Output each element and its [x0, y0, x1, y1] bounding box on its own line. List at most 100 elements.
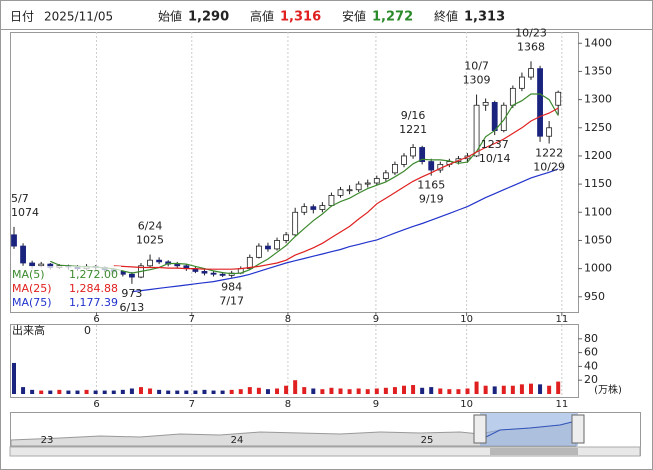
open-label: 始値 [158, 9, 182, 24]
date: 2025/11/05 [44, 10, 113, 24]
annotation-value: 1368 [517, 40, 545, 53]
candle-body [555, 91, 562, 106]
volume-bar [229, 389, 234, 394]
volume-bar [501, 385, 506, 394]
y-tick-label: 80 [584, 332, 598, 345]
volume-bar [284, 385, 289, 394]
x-tick-label: 9 [373, 314, 379, 325]
candle-body [147, 259, 153, 267]
annotation-value: 1309 [463, 74, 491, 87]
candle-body [355, 183, 362, 191]
candle-body [491, 102, 498, 131]
annotation-value: 1025 [136, 234, 164, 247]
volume-bar [184, 390, 189, 394]
volume-bar [48, 390, 53, 394]
volume-bar [66, 390, 71, 394]
volume-bar [102, 390, 107, 394]
volume-bar [411, 385, 416, 394]
ma-legend-bg [11, 266, 121, 310]
volume-bar [311, 388, 316, 394]
candle-body [20, 245, 26, 264]
volume-bar [275, 388, 280, 394]
candle-body [410, 147, 416, 157]
volume-bar [338, 388, 343, 394]
volume-bar [293, 380, 298, 394]
high-value: 1,316 [280, 10, 321, 25]
y-tick-label: 1350 [584, 64, 612, 77]
volume-bar [120, 389, 125, 394]
annotation-date: 10/14 [479, 152, 511, 165]
y-tick-label: 1400 [584, 36, 612, 49]
volume-unit: (万株) [594, 383, 622, 396]
candle-body [292, 211, 299, 236]
candle-body [265, 245, 271, 250]
navigator-label: 23 [41, 435, 54, 446]
volume-bar [166, 390, 171, 394]
candle-body [500, 104, 507, 131]
volume-title: 出来高 [12, 323, 45, 337]
volume-bar [12, 362, 16, 394]
volume-bar [438, 388, 443, 394]
candle-body [373, 178, 380, 184]
candle-body [428, 161, 435, 171]
navigator-handle-left[interactable] [473, 414, 487, 444]
volume-bar [492, 386, 497, 394]
annotation-value: 1165 [417, 179, 445, 192]
volume-bar [474, 381, 479, 394]
annotation-date: 9/16 [401, 109, 426, 122]
volume-bar [383, 387, 388, 394]
volume-bar [148, 388, 153, 394]
candle-body [509, 87, 516, 106]
volume-bar [111, 390, 116, 394]
price-panel [10, 32, 579, 313]
moving-average [131, 168, 559, 293]
date-label: 日付 [10, 10, 34, 24]
volume-bar [483, 385, 488, 394]
candle-body [38, 263, 45, 267]
candle-body [310, 206, 317, 210]
candle-body [156, 259, 163, 263]
candle-body [364, 182, 371, 185]
annotation-value: 1237 [481, 138, 509, 151]
annotation-date: 9/19 [419, 193, 444, 206]
volume-bar [84, 389, 89, 394]
volume-bar [247, 387, 252, 394]
close-value: 1,313 [464, 10, 505, 25]
annotation-date: 5/7 [11, 192, 29, 205]
annotation-value: 1074 [11, 206, 39, 219]
navigator-handle-right[interactable] [571, 414, 585, 444]
volume-bar [519, 384, 524, 394]
candle-body [274, 240, 280, 250]
y-tick-label: 1300 [584, 93, 612, 106]
volume-bar [302, 387, 307, 394]
volume-bar [129, 388, 134, 394]
volume-bar [39, 390, 44, 394]
x-tick-label: 6 [93, 314, 99, 325]
low-value: 1,272 [372, 10, 413, 25]
candle-body [246, 256, 253, 270]
candle-body [419, 147, 426, 162]
y-tick-label: 1200 [584, 149, 612, 162]
volume-bar [447, 389, 452, 394]
y-tick-label: 1100 [584, 205, 612, 218]
candle-body [319, 205, 326, 210]
candle-body [519, 76, 525, 89]
volume-x-tick-label: 7 [189, 399, 195, 410]
volume-bar [528, 383, 533, 394]
candle-body [392, 163, 398, 174]
volume-bar [193, 390, 198, 394]
candle-body [283, 234, 290, 241]
annotation-value: 1221 [399, 123, 427, 136]
legend-name: MA(5) [12, 268, 45, 281]
close-label: 終値 [434, 9, 458, 24]
scrollbar-thumb[interactable] [490, 448, 578, 455]
volume-panel [10, 324, 579, 398]
volume-bar [465, 388, 470, 394]
open-value: 1,290 [188, 10, 229, 25]
navigator-label: 25 [421, 435, 434, 446]
candle-body [11, 234, 17, 247]
moving-average [113, 107, 559, 270]
navigator-window[interactable] [480, 413, 578, 446]
scrollbar[interactable] [9, 446, 641, 457]
